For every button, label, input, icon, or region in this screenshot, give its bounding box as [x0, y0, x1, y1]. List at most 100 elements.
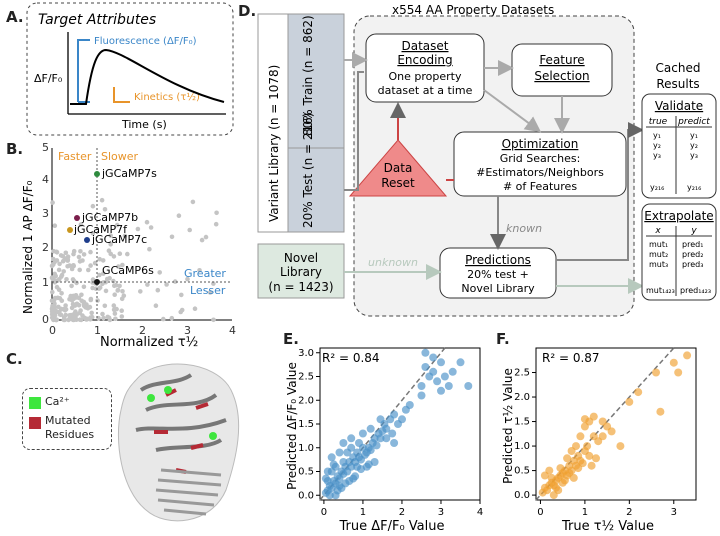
- background-point: [115, 287, 121, 293]
- data-point: [321, 474, 330, 483]
- data-reset-1: Data: [384, 161, 413, 175]
- y-tick-label: 1.5: [514, 417, 530, 428]
- panel-b-xlabel: Normalized τ½: [100, 335, 198, 348]
- novel-label-1: Novel: [284, 251, 318, 265]
- background-point: [65, 264, 70, 269]
- data-point: [437, 386, 445, 395]
- background-point: [190, 199, 196, 205]
- data-point: [339, 458, 348, 466]
- background-point: [103, 288, 109, 294]
- svg-text:y₃: y₃: [690, 151, 698, 160]
- data-point: [325, 491, 334, 500]
- svg-text:y₁: y₁: [653, 131, 661, 140]
- predictions-title: Predictions: [465, 253, 531, 267]
- data-point: [652, 368, 660, 377]
- background-point: [117, 251, 123, 256]
- x-tick-label: 0: [321, 507, 327, 518]
- background-point: [79, 292, 84, 298]
- data-point: [683, 351, 692, 360]
- y-tick-label: 2.0: [514, 392, 530, 403]
- data-point: [625, 397, 634, 406]
- background-point: [199, 237, 205, 243]
- svg-text:y₂₁₆: y₂₁₆: [687, 183, 701, 192]
- data-point: [405, 401, 414, 409]
- x-tick-label: 3: [671, 507, 677, 518]
- b-xtick-1: 1: [94, 324, 101, 337]
- panel-a-diagram: Target Attributes ΔF/F₀ Time (s) Fluores…: [26, 2, 234, 136]
- background-point: [125, 251, 130, 257]
- data-point: [656, 407, 665, 416]
- background-point: [179, 292, 184, 298]
- feature-title-2: Selection: [534, 69, 589, 83]
- background-point: [114, 222, 120, 228]
- svg-text:mut₁: mut₁: [649, 240, 668, 249]
- background-point: [111, 303, 117, 308]
- panel-label-f: F.: [496, 330, 510, 348]
- background-point: [93, 286, 99, 291]
- validate-header-predict: predict: [677, 117, 710, 127]
- background-point: [116, 264, 121, 269]
- background-point: [52, 223, 58, 228]
- data-point: [366, 424, 375, 433]
- background-point: [117, 283, 122, 289]
- faster-label: Faster: [58, 150, 92, 163]
- variant-library-label: Variant Library (n = 1078): [267, 65, 281, 222]
- y-tick-label: 0.0: [514, 490, 530, 501]
- background-point: [153, 303, 159, 308]
- background-point: [71, 278, 77, 284]
- validate-box: [641, 93, 717, 199]
- data-point: [440, 372, 449, 381]
- validate-header-true: true: [649, 117, 668, 127]
- background-point: [56, 287, 62, 292]
- background-point: [90, 231, 96, 236]
- point-jgcamp7f: [67, 227, 73, 233]
- background-point: [185, 276, 190, 282]
- data-point: [580, 415, 589, 424]
- data-point: [674, 368, 683, 377]
- background-point: [68, 312, 73, 318]
- background-point: [65, 258, 70, 263]
- svg-text:mut₂: mut₂: [649, 250, 668, 259]
- svg-text:mut₃: mut₃: [649, 260, 668, 269]
- test-label: 20% Test (n = 216): [301, 113, 315, 229]
- data-point: [572, 442, 580, 451]
- background-point: [52, 308, 57, 313]
- data-point: [331, 491, 340, 500]
- data-point: [390, 439, 399, 447]
- legend-residues: Residues: [45, 428, 95, 441]
- optimization-title: Optimization: [502, 137, 579, 151]
- data-point: [347, 443, 356, 452]
- background-point: [90, 203, 96, 209]
- encoding-sub-1: One property: [389, 70, 462, 83]
- background-point: [60, 258, 66, 264]
- data-point: [616, 442, 625, 451]
- data-point: [585, 451, 594, 460]
- background-point: [187, 227, 192, 233]
- panel-b-ylabel: Normalized 1 AP ΔF/F₀: [21, 180, 35, 314]
- background-point: [144, 219, 150, 225]
- y-tick-label: 2.0: [298, 395, 314, 406]
- optimization-line-1: Grid Searches:: [500, 152, 581, 165]
- data-point: [569, 473, 578, 482]
- data-point: [337, 484, 346, 493]
- background-point: [69, 283, 74, 289]
- train-box: [287, 13, 345, 149]
- background-point: [81, 284, 87, 290]
- panel-d-workflow: x554 AA Property Datasets Variant Librar…: [257, 3, 717, 317]
- background-point: [108, 233, 113, 238]
- background-point: [71, 296, 76, 301]
- background-point: [99, 197, 105, 203]
- background-point: [62, 307, 68, 313]
- encoding-title-1: Dataset: [402, 39, 449, 53]
- y-tick-label: 1.0: [514, 441, 530, 452]
- background-point: [71, 248, 77, 254]
- y-tick-label: 1.5: [298, 419, 314, 430]
- data-point: [433, 377, 442, 386]
- x-tick-label: 1: [582, 507, 588, 518]
- background-point: [63, 303, 68, 308]
- background-point: [56, 267, 62, 273]
- background-point: [107, 275, 112, 281]
- background-point: [59, 291, 64, 296]
- background-point: [101, 271, 106, 276]
- svg-text:pred₁₄₂₃: pred₁₄₂₃: [680, 286, 711, 295]
